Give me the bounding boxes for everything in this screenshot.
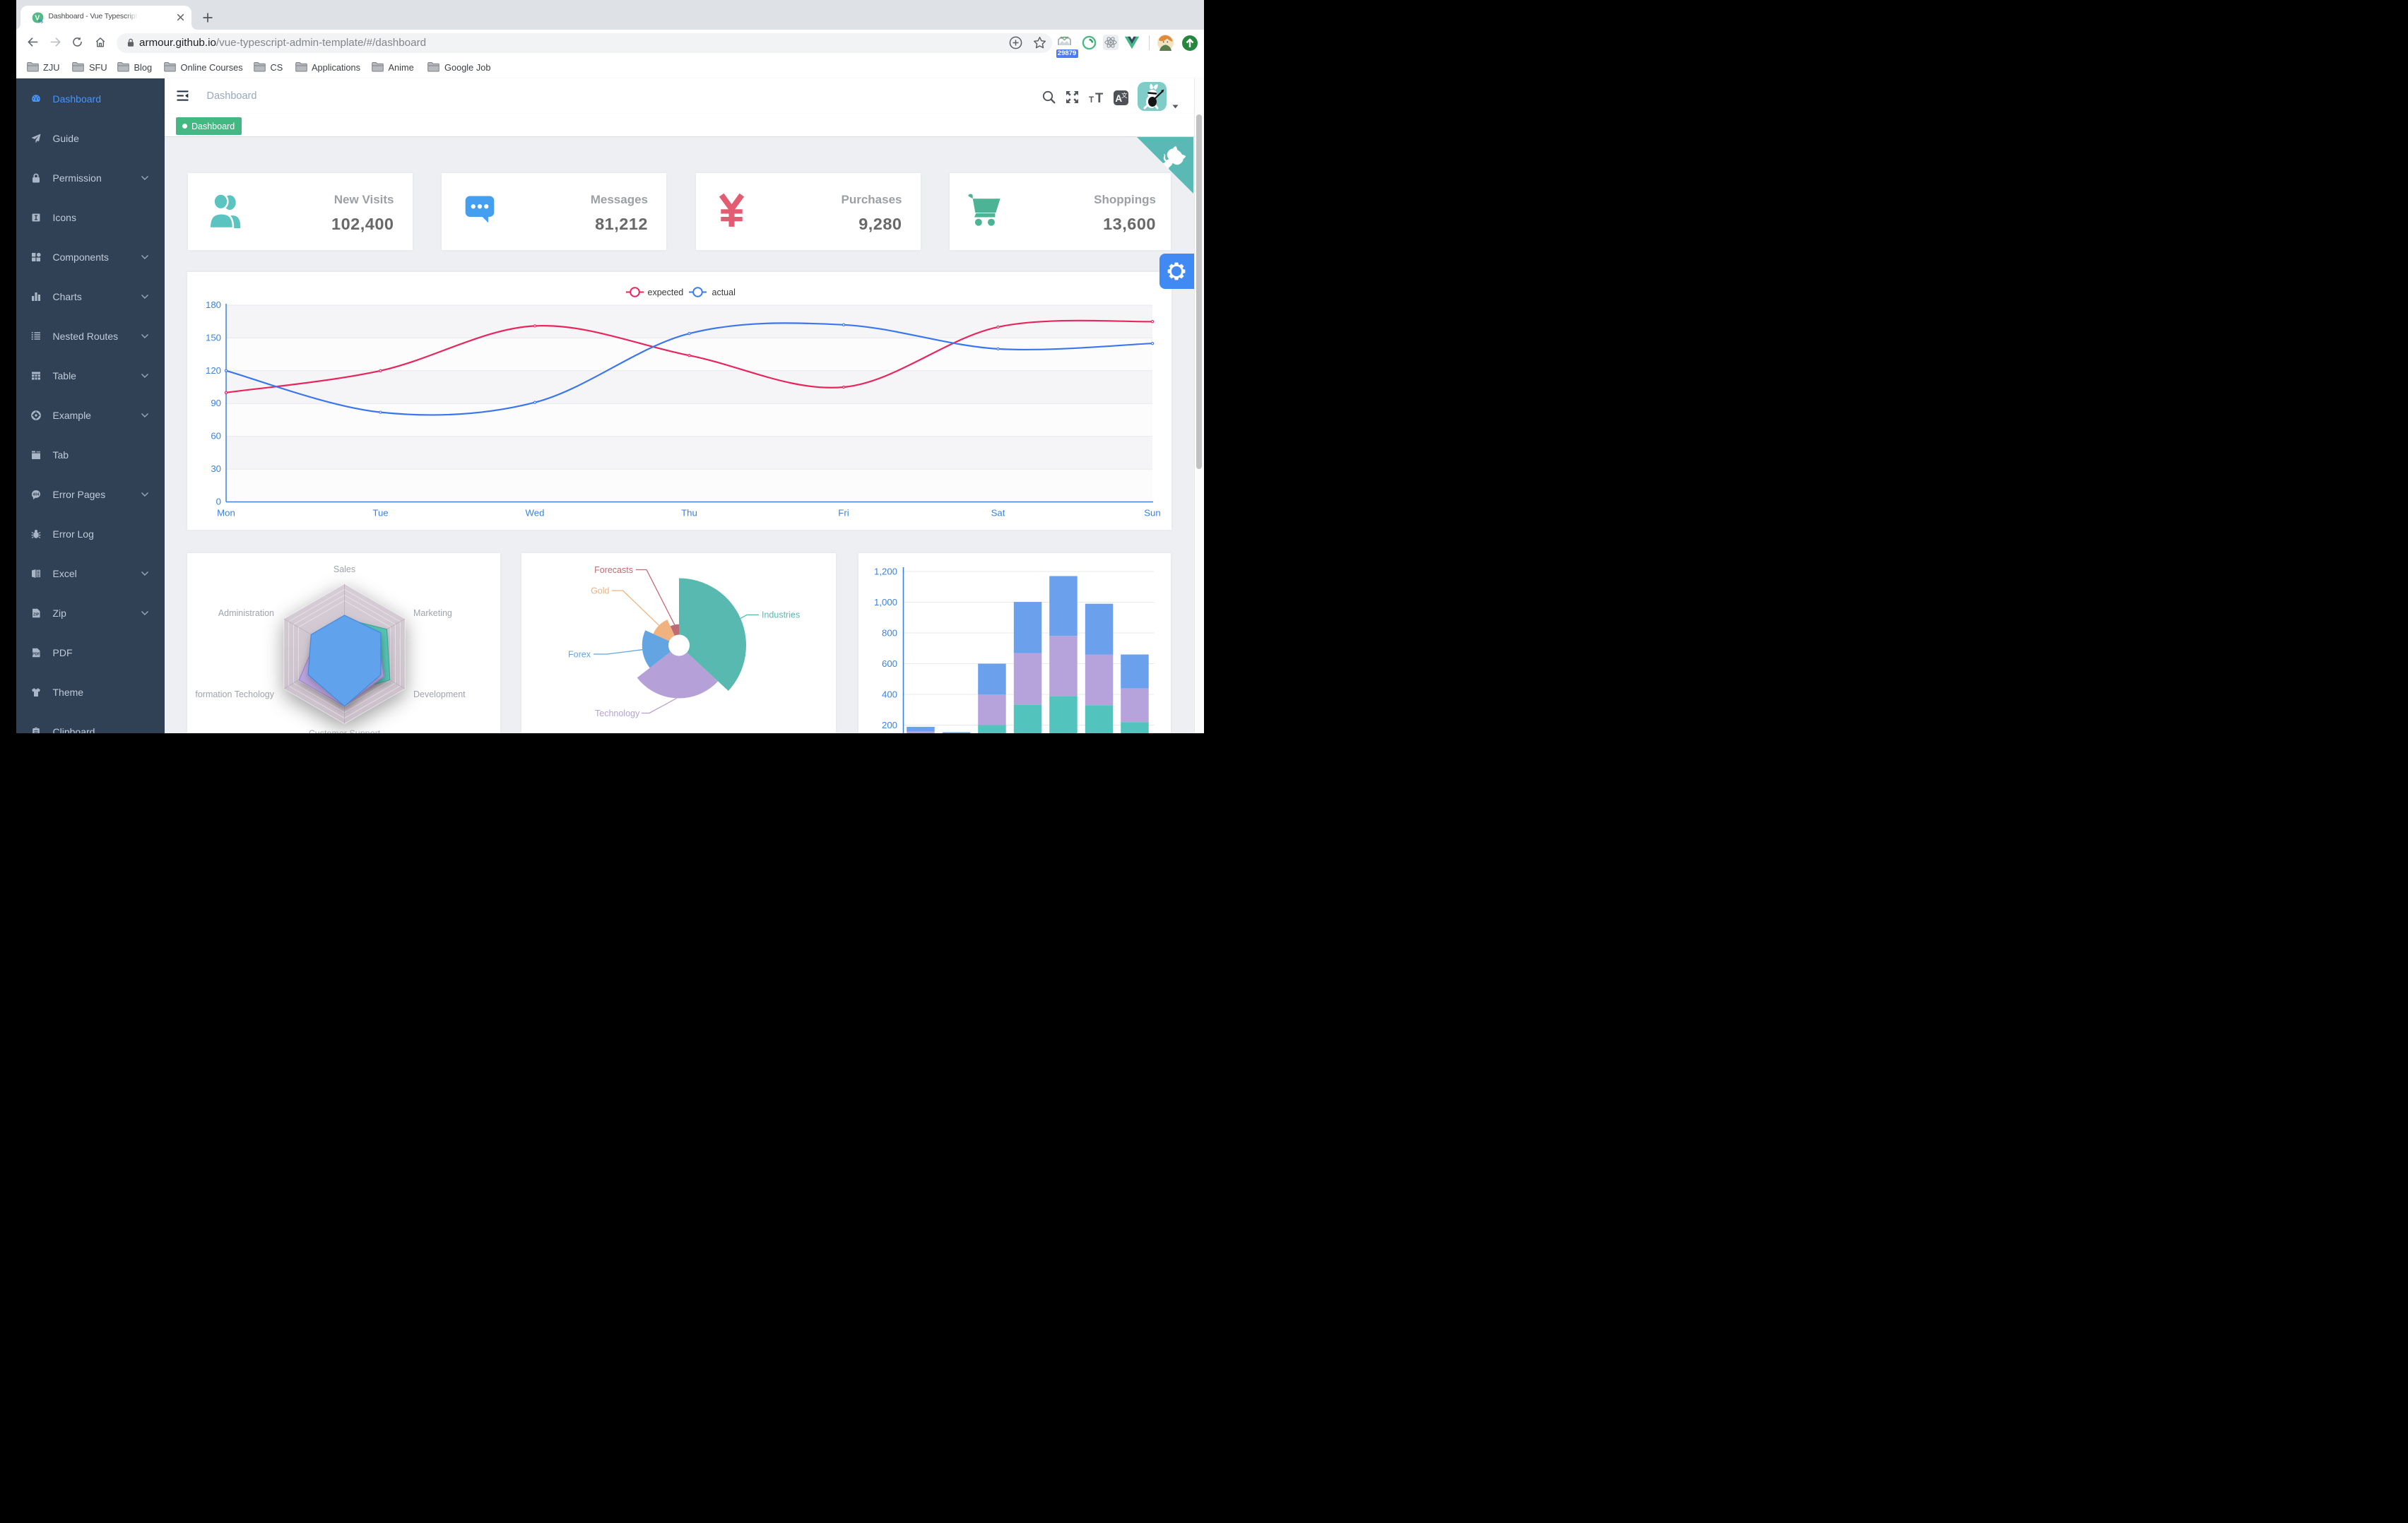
svg-text:1,200: 1,200 [873, 566, 897, 576]
svg-text:Sun: Sun [1144, 508, 1160, 518]
svg-text:Sales: Sales [334, 564, 355, 574]
svg-text:TS: TS [38, 20, 43, 24]
svg-text:Industries: Industries [762, 610, 800, 620]
svg-text:150: 150 [206, 332, 221, 343]
svg-text:1,000: 1,000 [873, 597, 897, 608]
svg-text:T: T [1095, 91, 1103, 103]
svg-text:Thu: Thu [681, 508, 697, 518]
svg-text:Mon: Mon [217, 508, 235, 518]
svg-text:Marketing: Marketing [413, 608, 452, 618]
svg-text:30: 30 [211, 463, 221, 474]
svg-text:Forecasts: Forecasts [594, 565, 633, 575]
svg-text:Customer Support: Customer Support [309, 728, 381, 733]
svg-text:600: 600 [881, 658, 897, 669]
svg-text:A: A [1115, 93, 1122, 104]
svg-text:PDF: PDF [33, 653, 40, 657]
svg-text:Wed: Wed [526, 508, 545, 518]
svg-text:T: T [1089, 96, 1094, 103]
svg-text:0: 0 [216, 497, 221, 507]
svg-text:Gold: Gold [591, 586, 609, 595]
svg-text:V: V [35, 14, 40, 22]
svg-text:400: 400 [881, 689, 897, 699]
svg-text:Sat: Sat [991, 508, 1005, 518]
svg-text:90: 90 [211, 398, 221, 408]
svg-text:180: 180 [206, 300, 221, 310]
svg-text:expected: expected [648, 288, 684, 297]
svg-text:actual: actual [712, 288, 736, 297]
svg-text:60: 60 [211, 431, 221, 442]
svg-text:formation Techology: formation Techology [195, 689, 274, 699]
svg-text:Fri: Fri [838, 508, 849, 518]
svg-text:120: 120 [206, 365, 221, 376]
svg-text:Technology: Technology [595, 709, 640, 718]
svg-text:Development: Development [413, 689, 466, 699]
svg-text:800: 800 [881, 627, 897, 638]
svg-text:ZIP: ZIP [33, 613, 40, 617]
svg-text:Tue: Tue [372, 508, 388, 518]
svg-text:200: 200 [881, 720, 897, 730]
svg-text:文: 文 [1121, 92, 1128, 99]
svg-text:Administration: Administration [218, 608, 274, 618]
svg-text:404: 404 [33, 493, 40, 497]
svg-text:Forex: Forex [568, 649, 591, 659]
